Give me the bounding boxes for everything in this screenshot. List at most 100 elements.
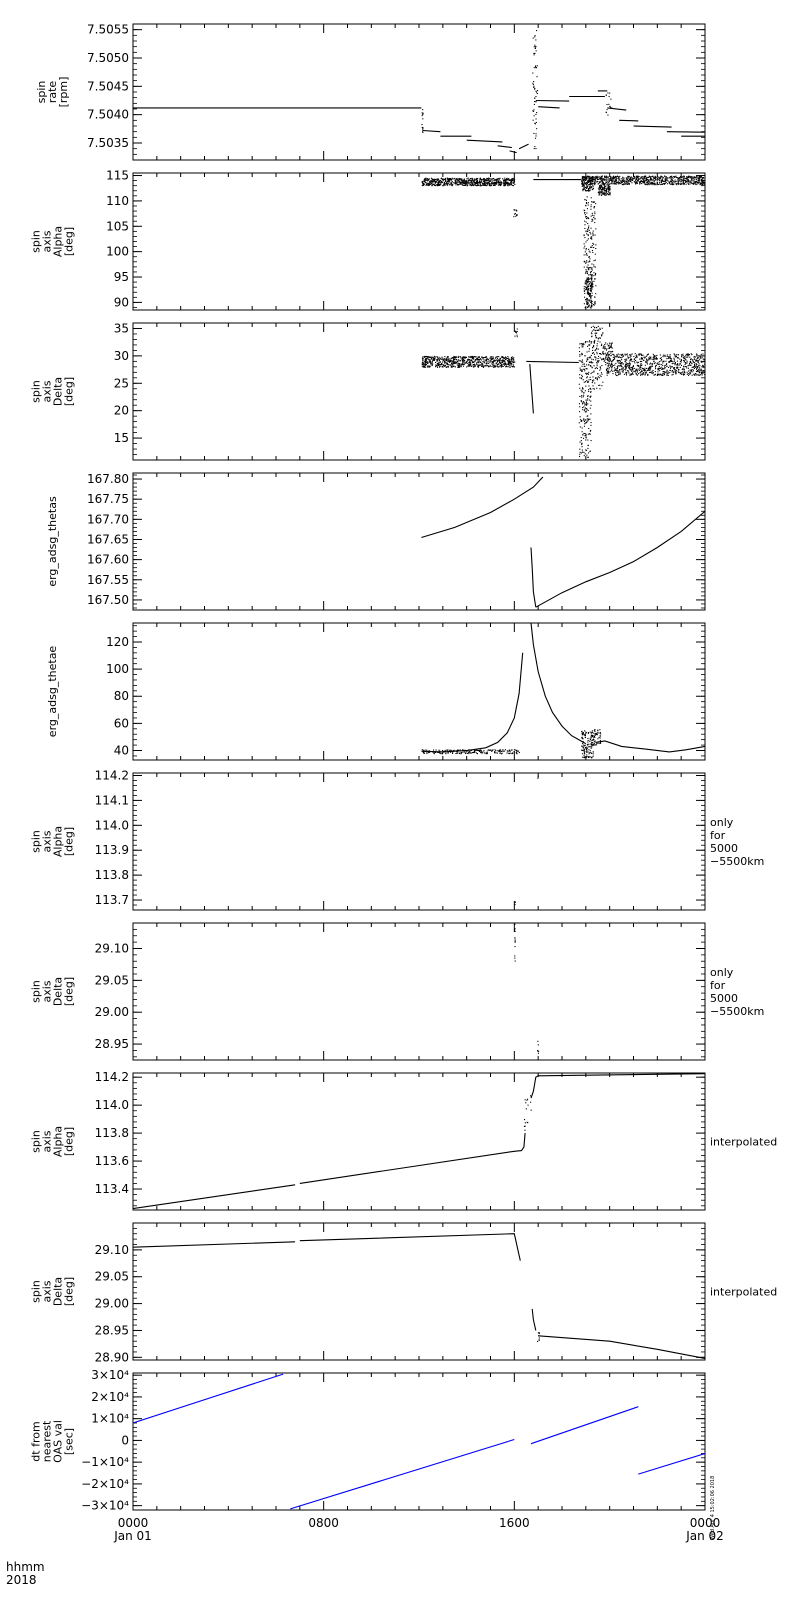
data-point	[609, 345, 611, 347]
data-point	[578, 422, 580, 424]
data-point	[582, 743, 584, 745]
data-point	[624, 180, 626, 182]
data-point	[603, 193, 605, 195]
data-point	[593, 201, 595, 203]
data-point	[535, 96, 537, 98]
data-point	[699, 368, 701, 370]
data-point	[587, 264, 589, 266]
data-point	[467, 362, 469, 364]
data-point	[485, 365, 487, 367]
data-point	[591, 263, 593, 265]
data-point	[421, 364, 423, 366]
data-point	[666, 371, 668, 373]
data-point	[474, 360, 476, 362]
data-point	[651, 182, 653, 184]
data-point	[636, 182, 638, 184]
data-point	[676, 180, 678, 182]
data-point	[686, 354, 688, 356]
data-point	[628, 365, 630, 367]
data-point	[699, 181, 701, 183]
data-point	[490, 357, 492, 359]
data-point	[696, 360, 698, 362]
data-point	[655, 355, 657, 357]
data-point	[594, 329, 596, 331]
data-point	[484, 183, 486, 185]
data-point	[662, 364, 664, 366]
data-point	[702, 366, 704, 368]
data-point	[590, 736, 592, 738]
data-point	[491, 361, 493, 363]
data-point	[535, 137, 537, 139]
data-point	[594, 301, 596, 303]
data-point	[586, 186, 588, 188]
data-point	[476, 356, 478, 358]
data-point	[617, 361, 619, 363]
data-point	[582, 756, 584, 758]
data-point	[435, 185, 437, 187]
data-point	[628, 364, 630, 366]
data-point	[659, 357, 661, 359]
data-point	[443, 183, 445, 185]
data-point	[436, 356, 438, 358]
data-point	[617, 371, 619, 373]
data-point	[672, 361, 674, 363]
data-point	[501, 183, 503, 185]
data-point	[584, 176, 586, 178]
data-point	[503, 359, 505, 361]
data-point	[456, 356, 458, 358]
data-point	[481, 357, 483, 359]
data-point	[637, 179, 639, 181]
data-point	[693, 362, 695, 364]
data-line	[422, 129, 441, 133]
data-point	[640, 370, 642, 372]
data-point	[427, 182, 429, 184]
data-point	[593, 739, 595, 741]
data-point	[681, 356, 683, 358]
data-point	[446, 180, 448, 182]
data-point	[694, 363, 696, 365]
data-point	[480, 364, 482, 366]
data-point	[424, 365, 426, 367]
data-point	[456, 179, 458, 181]
data-point	[612, 353, 614, 355]
data-point	[469, 184, 471, 186]
data-point	[687, 365, 689, 367]
data-point	[683, 361, 685, 363]
data-point	[627, 175, 629, 177]
data-point	[447, 356, 449, 358]
data-point	[663, 371, 665, 373]
data-point	[501, 356, 503, 358]
data-point	[437, 363, 439, 365]
data-point	[663, 360, 665, 362]
data-line	[526, 360, 579, 364]
data-point	[603, 357, 605, 359]
data-point	[640, 365, 642, 367]
data-point	[456, 178, 458, 180]
data-point	[491, 362, 493, 364]
data-point	[508, 178, 510, 180]
data-point	[591, 278, 593, 280]
data-point	[668, 182, 670, 184]
data-point	[606, 370, 608, 372]
data-point	[583, 187, 585, 189]
data-point	[592, 230, 594, 232]
data-point	[598, 377, 600, 379]
data-point	[468, 183, 470, 185]
data-point	[650, 368, 652, 370]
data-point	[470, 362, 472, 364]
data-point	[658, 368, 660, 370]
data-point	[624, 365, 626, 367]
data-point	[588, 274, 590, 276]
data-point	[424, 362, 426, 364]
data-point	[448, 181, 450, 183]
data-point	[472, 179, 474, 181]
data-point	[484, 361, 486, 363]
data-point	[581, 391, 583, 393]
data-point	[587, 282, 589, 284]
data-point	[700, 358, 702, 360]
data-point	[591, 731, 593, 733]
data-point	[682, 175, 684, 177]
data-point	[674, 361, 676, 363]
data-point	[603, 184, 605, 186]
data-point	[669, 356, 671, 358]
